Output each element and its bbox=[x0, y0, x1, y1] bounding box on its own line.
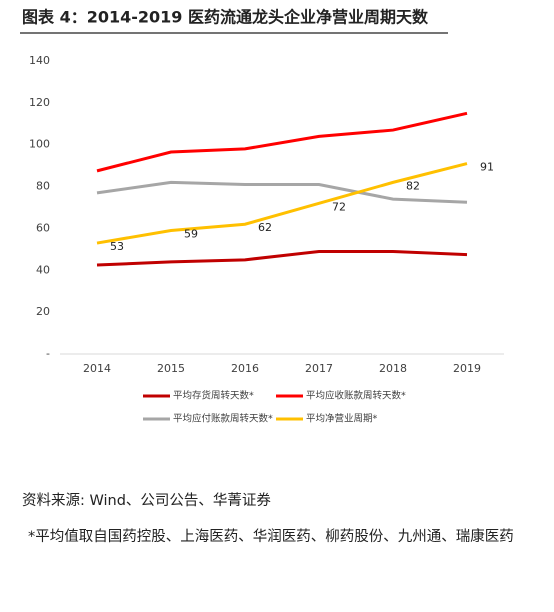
data-label: 91 bbox=[480, 161, 494, 174]
y-tick-label: 40 bbox=[36, 263, 50, 276]
data-label: 59 bbox=[184, 228, 198, 241]
data-label: 82 bbox=[406, 179, 420, 192]
y-tick-label: 140 bbox=[29, 54, 50, 67]
y-tick-label: 60 bbox=[36, 221, 50, 234]
data-label: 53 bbox=[110, 240, 124, 253]
note: *平均值取自国药控股、上海医药、华润医药、柳药股份、九州通、瑞康医药 bbox=[28, 529, 514, 545]
series-line bbox=[96, 111, 468, 173]
y-tick-label: 120 bbox=[29, 96, 50, 109]
series-line bbox=[96, 180, 468, 204]
chart: 图表 4：2014-2019 医药流通龙头企业净营业周期天数 - 20 40 60 80… bbox=[20, 8, 504, 425]
y-tick-label: 80 bbox=[36, 180, 50, 193]
y-tick-label: 20 bbox=[36, 305, 50, 318]
series-line bbox=[96, 162, 468, 245]
legend-label: 平均应收账款周转天数* bbox=[306, 390, 406, 402]
data-label: 72 bbox=[332, 200, 346, 213]
x-tick-label: 2019 bbox=[453, 362, 481, 375]
x-tick-label: 2015 bbox=[157, 362, 185, 375]
series-line bbox=[96, 249, 468, 267]
legend-label: 平均应付账款周转天数* bbox=[173, 413, 273, 425]
y-tick-label: 100 bbox=[29, 138, 50, 151]
x-tick-label: 2014 bbox=[83, 362, 111, 375]
x-tick-label: 2018 bbox=[379, 362, 407, 375]
legend-label: 平均净营业周期* bbox=[306, 413, 378, 425]
data-label: 62 bbox=[258, 221, 272, 234]
source: 资料来源: Wind、公司公告、华菁证券 bbox=[22, 493, 271, 509]
legend-label: 平均存货周转天数* bbox=[173, 390, 254, 402]
y-tick-label: - bbox=[46, 347, 50, 360]
x-tick-label: 2016 bbox=[231, 362, 259, 375]
chart-title: 图表 4：2014-2019 医药流通龙头企业净营业周期天数 bbox=[22, 8, 429, 27]
x-tick-label: 2017 bbox=[305, 362, 333, 375]
